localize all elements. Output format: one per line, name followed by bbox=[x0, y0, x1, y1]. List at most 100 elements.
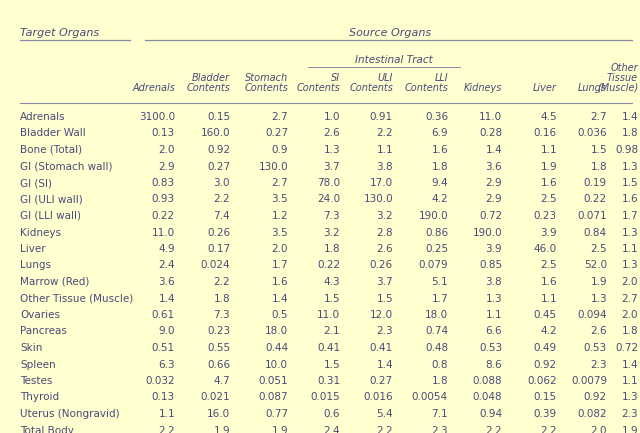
Text: 0.72: 0.72 bbox=[615, 343, 638, 353]
Text: Spleen: Spleen bbox=[20, 359, 56, 369]
Text: 2.7: 2.7 bbox=[271, 178, 288, 188]
Text: 1.9: 1.9 bbox=[590, 277, 607, 287]
Text: 7.3: 7.3 bbox=[213, 310, 230, 320]
Text: Testes: Testes bbox=[20, 376, 52, 386]
Text: 4.7: 4.7 bbox=[213, 376, 230, 386]
Text: 0.49: 0.49 bbox=[534, 343, 557, 353]
Text: GI (LLI wall): GI (LLI wall) bbox=[20, 211, 81, 221]
Text: 1.6: 1.6 bbox=[540, 277, 557, 287]
Text: 0.27: 0.27 bbox=[370, 376, 393, 386]
Text: 11.0: 11.0 bbox=[317, 310, 340, 320]
Text: 1.9: 1.9 bbox=[621, 426, 638, 433]
Text: 2.0: 2.0 bbox=[621, 277, 638, 287]
Text: 2.2: 2.2 bbox=[376, 426, 393, 433]
Text: 1.4: 1.4 bbox=[271, 294, 288, 304]
Text: 0.088: 0.088 bbox=[472, 376, 502, 386]
Text: 2.4: 2.4 bbox=[158, 261, 175, 271]
Text: 4.2: 4.2 bbox=[540, 326, 557, 336]
Text: 2.9: 2.9 bbox=[485, 194, 502, 204]
Text: Uterus (Nongravid): Uterus (Nongravid) bbox=[20, 409, 120, 419]
Text: 1.3: 1.3 bbox=[621, 392, 638, 403]
Text: 0.13: 0.13 bbox=[152, 392, 175, 403]
Text: 0.082: 0.082 bbox=[577, 409, 607, 419]
Text: 1.7: 1.7 bbox=[271, 261, 288, 271]
Text: 1.1: 1.1 bbox=[376, 145, 393, 155]
Text: 0.83: 0.83 bbox=[152, 178, 175, 188]
Text: 2.2: 2.2 bbox=[213, 194, 230, 204]
Text: 0.86: 0.86 bbox=[425, 227, 448, 237]
Text: 0.015: 0.015 bbox=[310, 392, 340, 403]
Text: 2.6: 2.6 bbox=[590, 326, 607, 336]
Text: 0.094: 0.094 bbox=[577, 310, 607, 320]
Text: 2.5: 2.5 bbox=[540, 194, 557, 204]
Text: 0.41: 0.41 bbox=[317, 343, 340, 353]
Text: 1.6: 1.6 bbox=[271, 277, 288, 287]
Text: 1.0: 1.0 bbox=[323, 112, 340, 122]
Text: 160.0: 160.0 bbox=[200, 129, 230, 139]
Text: Thyroid: Thyroid bbox=[20, 392, 59, 403]
Text: 3.7: 3.7 bbox=[376, 277, 393, 287]
Text: 1.5: 1.5 bbox=[376, 294, 393, 304]
Text: 1.1: 1.1 bbox=[540, 145, 557, 155]
Text: 6.6: 6.6 bbox=[485, 326, 502, 336]
Text: 3.2: 3.2 bbox=[376, 211, 393, 221]
Text: Kidneys: Kidneys bbox=[20, 227, 61, 237]
Text: 2.1: 2.1 bbox=[323, 326, 340, 336]
Text: 2.9: 2.9 bbox=[158, 162, 175, 171]
Text: 0.27: 0.27 bbox=[207, 162, 230, 171]
Text: Marrow (Red): Marrow (Red) bbox=[20, 277, 90, 287]
Text: Liver: Liver bbox=[533, 83, 557, 93]
Text: Other Tissue (Muscle): Other Tissue (Muscle) bbox=[20, 294, 133, 304]
Text: 0.31: 0.31 bbox=[317, 376, 340, 386]
Text: 1.6: 1.6 bbox=[621, 194, 638, 204]
Text: 1.1: 1.1 bbox=[485, 310, 502, 320]
Text: 2.3: 2.3 bbox=[431, 426, 448, 433]
Text: 7.4: 7.4 bbox=[213, 211, 230, 221]
Text: 0.048: 0.048 bbox=[472, 392, 502, 403]
Text: 1.4: 1.4 bbox=[376, 359, 393, 369]
Text: 0.39: 0.39 bbox=[534, 409, 557, 419]
Text: 1.4: 1.4 bbox=[621, 112, 638, 122]
Text: 0.087: 0.087 bbox=[259, 392, 288, 403]
Text: 0.84: 0.84 bbox=[584, 227, 607, 237]
Text: 2.0: 2.0 bbox=[621, 310, 638, 320]
Text: 0.051: 0.051 bbox=[259, 376, 288, 386]
Text: 0.13: 0.13 bbox=[152, 129, 175, 139]
Text: 0.19: 0.19 bbox=[584, 178, 607, 188]
Text: 0.92: 0.92 bbox=[207, 145, 230, 155]
Text: 0.036: 0.036 bbox=[577, 129, 607, 139]
Text: 7.1: 7.1 bbox=[431, 409, 448, 419]
Text: 2.5: 2.5 bbox=[590, 244, 607, 254]
Text: 5.4: 5.4 bbox=[376, 409, 393, 419]
Text: 0.85: 0.85 bbox=[479, 261, 502, 271]
Text: 11.0: 11.0 bbox=[479, 112, 502, 122]
Text: 3100.0: 3100.0 bbox=[139, 112, 175, 122]
Text: 3.2: 3.2 bbox=[323, 227, 340, 237]
Text: 1.8: 1.8 bbox=[323, 244, 340, 254]
Text: 1.3: 1.3 bbox=[323, 145, 340, 155]
Text: 1.5: 1.5 bbox=[621, 178, 638, 188]
Text: 0.28: 0.28 bbox=[479, 129, 502, 139]
Text: Bladder Wall: Bladder Wall bbox=[20, 129, 86, 139]
Text: ULI: ULI bbox=[378, 73, 393, 83]
Text: 1.9: 1.9 bbox=[540, 162, 557, 171]
Text: 0.16: 0.16 bbox=[534, 129, 557, 139]
Text: 0.51: 0.51 bbox=[152, 343, 175, 353]
Text: 2.7: 2.7 bbox=[590, 112, 607, 122]
Text: 0.024: 0.024 bbox=[200, 261, 230, 271]
Text: 18.0: 18.0 bbox=[425, 310, 448, 320]
Text: GI (Stomach wall): GI (Stomach wall) bbox=[20, 162, 113, 171]
Text: 0.22: 0.22 bbox=[584, 194, 607, 204]
Text: 1.8: 1.8 bbox=[431, 376, 448, 386]
Text: 46.0: 46.0 bbox=[534, 244, 557, 254]
Text: 0.0079: 0.0079 bbox=[571, 376, 607, 386]
Text: Adrenals: Adrenals bbox=[132, 83, 175, 93]
Text: 11.0: 11.0 bbox=[152, 227, 175, 237]
Text: 1.7: 1.7 bbox=[621, 211, 638, 221]
Text: 1.8: 1.8 bbox=[213, 294, 230, 304]
Text: (Muscle): (Muscle) bbox=[596, 83, 638, 93]
Text: 1.5: 1.5 bbox=[323, 359, 340, 369]
Text: 1.6: 1.6 bbox=[431, 145, 448, 155]
Text: 1.1: 1.1 bbox=[621, 376, 638, 386]
Text: 0.6: 0.6 bbox=[323, 409, 340, 419]
